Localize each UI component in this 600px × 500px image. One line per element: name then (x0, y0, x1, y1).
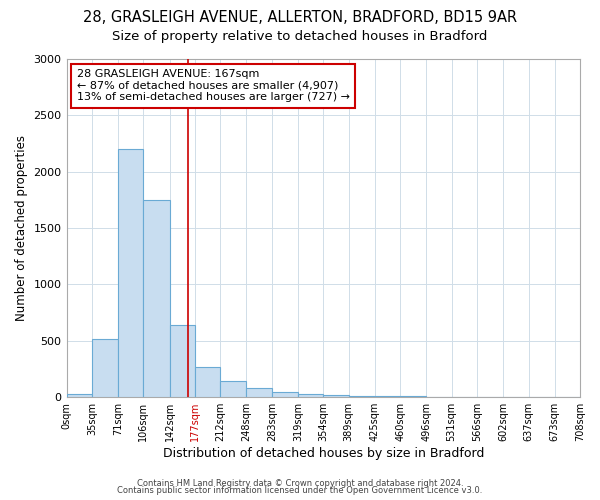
Text: 28 GRASLEIGH AVENUE: 167sqm
← 87% of detached houses are smaller (4,907)
13% of : 28 GRASLEIGH AVENUE: 167sqm ← 87% of det… (77, 69, 350, 102)
Bar (118, 149, 143, 397)
Bar (67, 394, 92, 397)
Bar (92, 338, 118, 397)
Bar (375, 396, 400, 397)
Bar (349, 396, 375, 397)
Bar (143, 200, 170, 397)
Y-axis label: Number of detached properties: Number of detached properties (15, 135, 28, 321)
Bar (400, 396, 426, 397)
Bar (426, 396, 452, 397)
Bar (298, 394, 323, 397)
Bar (220, 381, 247, 397)
Text: 28, GRASLEIGH AVENUE, ALLERTON, BRADFORD, BD15 9AR: 28, GRASLEIGH AVENUE, ALLERTON, BRADFORD… (83, 10, 517, 25)
Bar (247, 388, 272, 397)
Text: Contains HM Land Registry data © Crown copyright and database right 2024.: Contains HM Land Registry data © Crown c… (137, 478, 463, 488)
Bar (452, 396, 477, 397)
Bar (272, 392, 298, 397)
Text: Size of property relative to detached houses in Bradford: Size of property relative to detached ho… (112, 30, 488, 43)
X-axis label: Distribution of detached houses by size in Bradford: Distribution of detached houses by size … (163, 447, 484, 460)
Bar (170, 325, 195, 397)
Text: Contains public sector information licensed under the Open Government Licence v3: Contains public sector information licen… (118, 486, 482, 495)
Bar (195, 367, 220, 397)
Bar (323, 395, 349, 397)
